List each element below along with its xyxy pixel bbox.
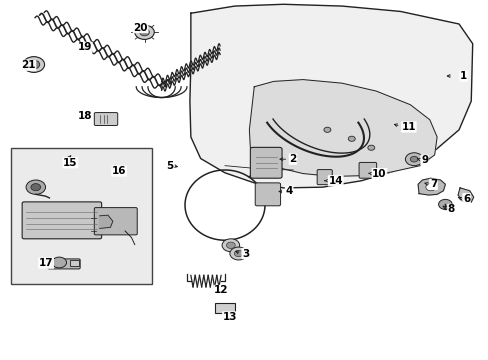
- Polygon shape: [417, 178, 445, 195]
- Text: 8: 8: [447, 204, 454, 215]
- Text: 6: 6: [462, 194, 469, 204]
- Text: 17: 17: [39, 258, 53, 268]
- Circle shape: [409, 156, 417, 162]
- FancyBboxPatch shape: [22, 202, 102, 239]
- Circle shape: [324, 127, 330, 132]
- Bar: [70, 260, 79, 266]
- FancyBboxPatch shape: [255, 183, 280, 206]
- Text: 13: 13: [222, 312, 237, 322]
- Text: 12: 12: [214, 285, 228, 296]
- Circle shape: [28, 60, 40, 69]
- Circle shape: [52, 257, 66, 268]
- Circle shape: [26, 180, 45, 194]
- Circle shape: [23, 57, 44, 72]
- Text: 21: 21: [21, 60, 36, 70]
- Text: 11: 11: [401, 122, 415, 132]
- Text: 2: 2: [289, 154, 296, 164]
- Text: 7: 7: [429, 179, 436, 189]
- Bar: [11, 148, 152, 284]
- Text: 16: 16: [112, 166, 126, 176]
- Text: 9: 9: [420, 155, 427, 165]
- Polygon shape: [189, 4, 472, 188]
- Text: 3: 3: [242, 248, 249, 258]
- Circle shape: [367, 145, 374, 150]
- Circle shape: [226, 242, 235, 248]
- Circle shape: [135, 25, 154, 40]
- Text: 4: 4: [285, 186, 292, 197]
- Circle shape: [438, 199, 451, 210]
- Circle shape: [425, 184, 435, 191]
- FancyBboxPatch shape: [94, 113, 118, 126]
- Text: 14: 14: [328, 176, 342, 186]
- Circle shape: [31, 184, 41, 191]
- Circle shape: [140, 29, 149, 36]
- Text: 18: 18: [78, 111, 92, 121]
- Text: 19: 19: [78, 42, 92, 52]
- FancyBboxPatch shape: [94, 208, 137, 235]
- Polygon shape: [457, 188, 473, 202]
- Polygon shape: [100, 215, 113, 228]
- Polygon shape: [249, 80, 436, 176]
- Text: 1: 1: [459, 71, 467, 81]
- FancyBboxPatch shape: [250, 147, 282, 178]
- Circle shape: [405, 153, 422, 166]
- Text: 10: 10: [371, 168, 386, 179]
- Circle shape: [234, 250, 243, 257]
- Circle shape: [222, 239, 239, 252]
- FancyBboxPatch shape: [317, 170, 331, 185]
- Text: 20: 20: [133, 23, 147, 33]
- FancyBboxPatch shape: [358, 162, 376, 178]
- Circle shape: [347, 136, 354, 141]
- Circle shape: [229, 247, 247, 260]
- Text: 15: 15: [63, 158, 78, 168]
- Text: 5: 5: [166, 161, 173, 171]
- Bar: [215, 303, 234, 314]
- FancyBboxPatch shape: [48, 259, 80, 269]
